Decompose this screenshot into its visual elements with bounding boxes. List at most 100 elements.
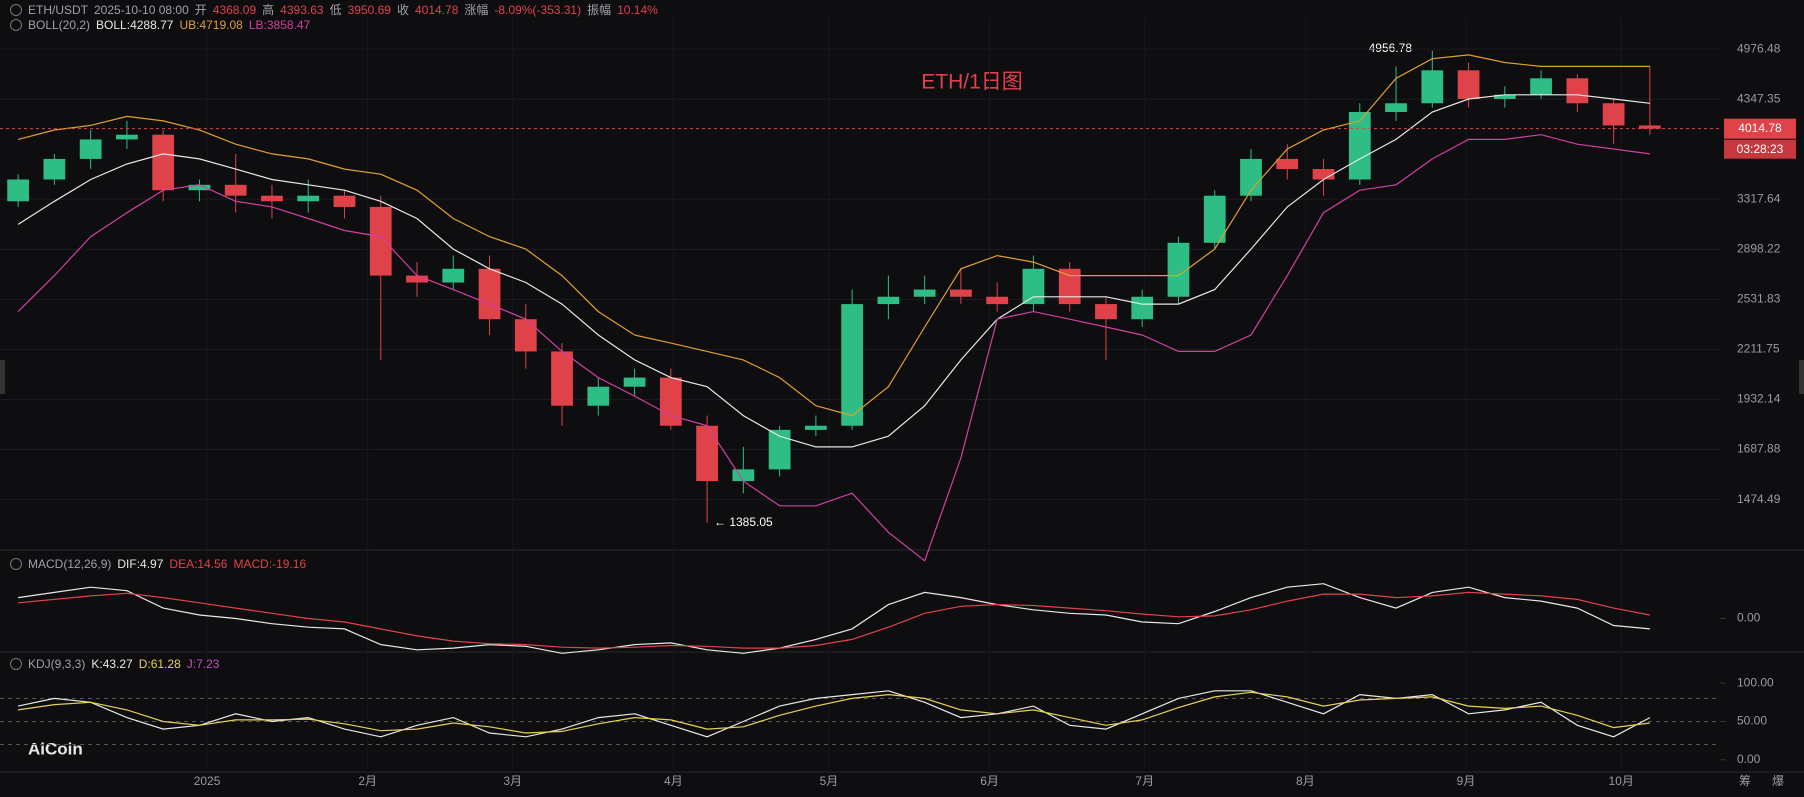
y-tick-label: 0.00 xyxy=(1737,752,1761,766)
indicator-line xyxy=(17,134,1650,562)
candle-body xyxy=(696,425,718,482)
legend-entry: UB:4719.08 xyxy=(179,18,243,32)
countdown-label: 03:28:23 xyxy=(1737,142,1784,156)
x-tick-label: 2月 xyxy=(358,774,377,788)
header-item: 2025-10-10 08:00 xyxy=(94,2,189,17)
candle-body xyxy=(7,179,30,202)
header-item: 高 xyxy=(262,3,275,17)
y-tick-label: 1932.14 xyxy=(1737,392,1781,406)
x-tick-label: 7月 xyxy=(1135,774,1154,788)
candle-body xyxy=(333,195,356,207)
candle-body xyxy=(623,377,646,387)
candle-body xyxy=(116,134,138,140)
legend-entry: MACD:-19.16 xyxy=(233,557,307,571)
toggle-icon[interactable] xyxy=(10,558,22,570)
header-item: 3950.69 xyxy=(347,2,391,17)
candle-body xyxy=(1385,103,1407,112)
candle-body xyxy=(79,139,102,159)
legend-title: KDJ(9,3,3) xyxy=(28,657,86,671)
header-row: ETH/USDT 2025-10-10 08:00 开 4368.09 高 4393.63… xyxy=(10,1,658,18)
boll-legend: BOLL(20,2) BOLL:4288.77 UB:4719.08 LB:3858.… xyxy=(10,18,310,32)
candle-body xyxy=(1240,158,1262,196)
x-tick-label: 2025 xyxy=(194,774,221,788)
candle-body xyxy=(1457,70,1480,99)
candle-body xyxy=(1167,242,1190,297)
candle-body xyxy=(261,195,283,202)
candle-body xyxy=(369,206,392,276)
candle-body xyxy=(43,158,66,180)
y-tick-label: 0.00 xyxy=(1737,611,1761,625)
candle-body xyxy=(1276,158,1299,170)
y-tick-label: 4976.48 xyxy=(1737,41,1781,55)
candle-body xyxy=(442,268,465,283)
y-tick-label: 2211.75 xyxy=(1737,342,1780,356)
legend-entry: LB:3858.47 xyxy=(248,18,311,32)
chip-button[interactable]: 筹 xyxy=(1739,774,1751,788)
y-tick-label: 50.00 xyxy=(1737,714,1767,728)
y-tick-label: 2898.22 xyxy=(1737,242,1781,256)
candle-body xyxy=(1530,78,1552,95)
x-tick-label: 3月 xyxy=(503,774,522,788)
header-item: 4368.09 xyxy=(212,2,257,17)
indicator-line xyxy=(18,591,1651,649)
candle-body xyxy=(659,377,682,426)
x-tick-label: 8月 xyxy=(1296,774,1315,788)
last-price-label: 4014.78 xyxy=(1738,121,1782,135)
candle-body xyxy=(1638,125,1661,129)
low-annotation: ← 1385.05 xyxy=(714,515,773,529)
candle-body xyxy=(297,195,320,202)
candle-body xyxy=(1421,70,1444,104)
x-tick-label: 9月 xyxy=(1457,774,1476,788)
candle-body xyxy=(1348,111,1371,180)
candle-body xyxy=(804,425,827,430)
x-tick-label: 5月 xyxy=(820,774,839,788)
header-item: 涨幅 xyxy=(464,3,489,17)
candle-body xyxy=(877,296,900,305)
x-tick-label: 10月 xyxy=(1609,774,1634,788)
candle-body xyxy=(224,184,247,196)
candle-body xyxy=(1022,268,1045,305)
toggle-icon[interactable] xyxy=(10,3,22,16)
y-tick-label: 3317.64 xyxy=(1737,191,1781,205)
left-handle[interactable] xyxy=(0,360,5,394)
watermark: ETH/1日图 xyxy=(921,71,1023,94)
header-item: 10.14% xyxy=(617,2,658,17)
y-tick-label: 1687.88 xyxy=(1737,442,1781,456)
header-item: 收 xyxy=(396,3,409,17)
candle-body xyxy=(478,268,501,320)
candle-body xyxy=(587,386,610,406)
candle-body xyxy=(913,289,936,297)
candle-body xyxy=(1058,268,1081,305)
candle-body xyxy=(1602,103,1625,126)
liquidation-button[interactable]: 爆 xyxy=(1772,774,1784,788)
header-item: 4014.78 xyxy=(414,2,459,17)
candle-body xyxy=(1131,296,1154,320)
y-tick-label: 2531.83 xyxy=(1737,292,1781,306)
x-tick-label: 6月 xyxy=(980,774,999,788)
candle-body xyxy=(950,289,972,297)
kdj-legend: KDJ(9,3,3) K:43.27 D:61.28 J:7.23 xyxy=(10,657,219,671)
legend-entry: DEA:14.56 xyxy=(169,557,228,571)
legend-title: MACD(12,26,9) xyxy=(28,557,112,571)
toggle-icon[interactable] xyxy=(10,658,22,670)
logo: AiCoin xyxy=(28,739,83,758)
candle-body xyxy=(406,275,428,283)
candle-body xyxy=(986,296,1009,305)
legend-entry: K:43.27 xyxy=(91,657,133,671)
header-item: 振幅 xyxy=(587,3,612,17)
countdown-box xyxy=(1724,139,1796,159)
toggle-icon[interactable] xyxy=(10,19,22,31)
header-item: ETH/USDT xyxy=(28,2,88,17)
candle-body xyxy=(1493,94,1516,99)
indicator-line xyxy=(18,583,1650,654)
header-item: 低 xyxy=(329,3,342,17)
candle-body xyxy=(514,319,537,352)
indicator-line xyxy=(18,691,1650,734)
candle-body xyxy=(1312,169,1335,180)
right-handle[interactable] xyxy=(1799,360,1804,394)
candle-body xyxy=(841,304,864,426)
legend-entry: BOLL:4288.77 xyxy=(96,18,174,32)
header-item: -8.09%(-353.31) xyxy=(494,2,582,17)
